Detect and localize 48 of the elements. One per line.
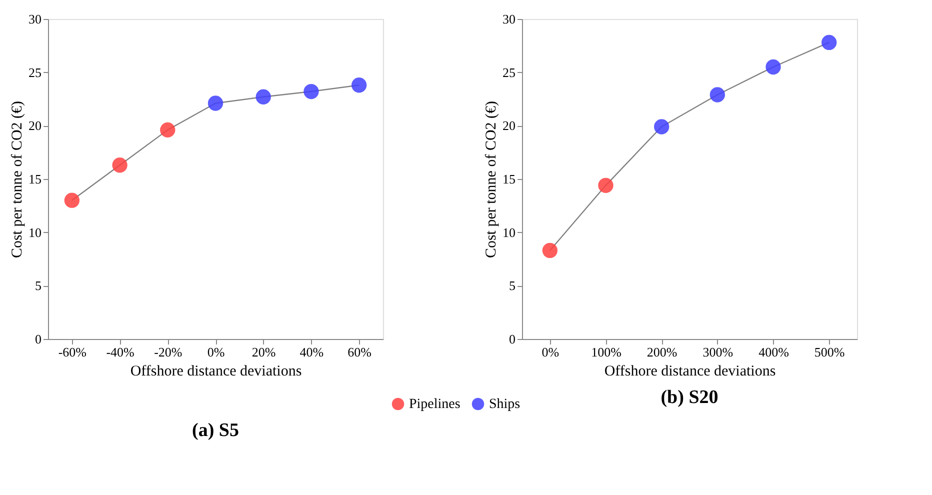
- legend-label: Pipelines: [409, 397, 460, 412]
- x-tick-label: 20%: [252, 344, 276, 360]
- y-tick-label: 30: [502, 12, 516, 26]
- y-tick-label: 30: [28, 12, 42, 26]
- legend-label: Ships: [489, 397, 520, 412]
- x-tick-label: 500%: [814, 344, 845, 360]
- text: (a) S5: [192, 420, 239, 441]
- x-tick-label: 0%: [207, 344, 225, 360]
- x-tick-label: 60%: [348, 344, 372, 360]
- y-tick-label: 15: [28, 172, 42, 186]
- point: [654, 119, 670, 134]
- x-axis-title: Offshore distance deviations: [604, 364, 776, 380]
- point: [256, 89, 271, 104]
- point: [822, 34, 837, 50]
- point: [542, 242, 558, 258]
- point: [64, 192, 80, 208]
- point: [351, 78, 367, 93]
- point: [304, 84, 319, 100]
- y-tick-label: 20: [28, 118, 42, 134]
- point: [598, 178, 614, 193]
- point: [208, 96, 224, 111]
- y-tick-label: 15: [502, 172, 516, 186]
- y-tick-label: 25: [28, 64, 42, 80]
- x-tick-label: -40%: [106, 344, 135, 360]
- y-tick-label: 5: [35, 278, 42, 294]
- point: [710, 87, 725, 102]
- x-tick-label: 400%: [758, 344, 790, 360]
- y-tick-label: 0: [509, 332, 516, 346]
- x-tick-label: 200%: [646, 344, 678, 360]
- x-tick-label: 40%: [300, 344, 324, 360]
- x-axis-title: Offshore distance deviations: [130, 364, 302, 380]
- y-tick-label: 10: [502, 224, 516, 240]
- y-axis-title: Cost per tonne of CO2 (€): [10, 100, 26, 258]
- y-tick-label: 20: [502, 118, 516, 134]
- y-tick-label: 25: [502, 64, 516, 80]
- x-tick-label: -20%: [154, 344, 182, 360]
- y-axis-title: Cost per tonne of CO2 (€): [484, 100, 500, 258]
- y-tick-label: 10: [28, 224, 42, 240]
- y-tick-label: 0: [35, 332, 42, 346]
- point: [160, 122, 176, 138]
- x-tick-label: -60%: [58, 344, 87, 360]
- y-tick-label: 5: [509, 278, 516, 294]
- x-tick-label: 0%: [542, 344, 560, 360]
- x-tick-label: 100%: [591, 344, 622, 360]
- point: [766, 59, 781, 75]
- text: (b) S20: [660, 387, 718, 408]
- x-tick-label: 300%: [702, 344, 734, 360]
- point: [112, 158, 128, 173]
